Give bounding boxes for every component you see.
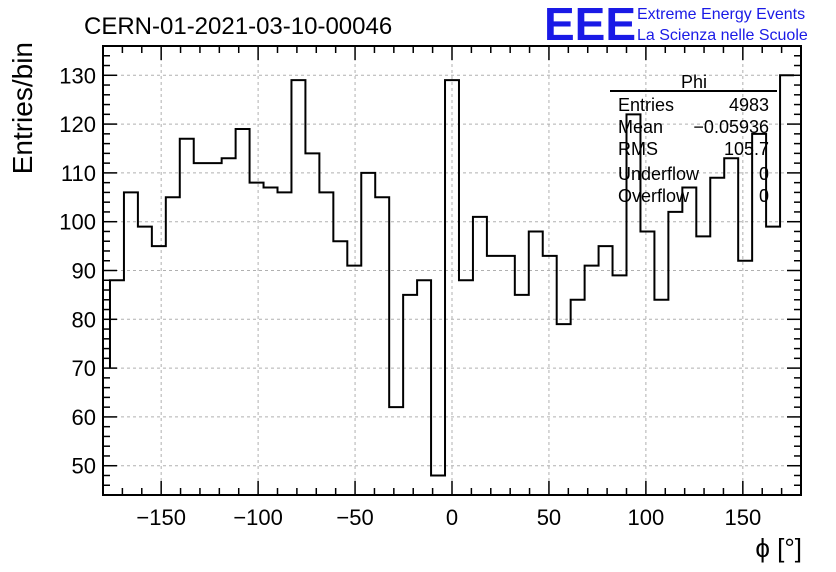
x-tick-label: 50	[537, 505, 561, 530]
stats-label: Overflow	[618, 186, 690, 206]
stats-value: 105.7	[724, 139, 769, 159]
stats-value: 0	[759, 186, 769, 206]
x-axis-label: ϕ [°]	[755, 533, 802, 563]
x-tick-label: 150	[724, 505, 761, 530]
y-tick-label: 70	[72, 356, 96, 381]
eee-logo: EEE Extreme Energy Events La Scienza nel…	[544, 0, 808, 50]
stats-label: Mean	[618, 117, 663, 137]
logo-mark: EEE	[544, 0, 636, 50]
stats-box: Phi Entries 4983 Mean −0.05936 RMS 105.7…	[610, 72, 777, 206]
y-tick-label: 120	[59, 112, 96, 137]
y-tick-label: 130	[59, 63, 96, 88]
stats-label: RMS	[618, 139, 658, 159]
y-tick-label: 60	[72, 405, 96, 430]
grid-lines	[103, 46, 801, 495]
stats-label: Entries	[618, 95, 674, 115]
logo-subtitle-1: Extreme Energy Events	[637, 6, 805, 23]
y-tick-label: 90	[72, 259, 96, 284]
logo-subtitle-2: La Scienza nelle Scuole	[637, 27, 808, 44]
y-axis-ticks: 50 60 70 80 90 100 110 120 130	[59, 55, 801, 486]
x-axis-ticks: −150 −100 −50 0 50 100 150	[102, 46, 802, 530]
x-tick-label: −150	[136, 505, 186, 530]
x-tick-label: 100	[628, 505, 665, 530]
histogram-series	[108, 74, 795, 477]
x-tick-label: −50	[336, 505, 373, 530]
stats-value: 4983	[729, 95, 769, 115]
chart-title: CERN-01-2021-03-10-00046	[84, 13, 392, 40]
x-tick-label: −100	[233, 505, 283, 530]
x-tick-label: 0	[446, 505, 458, 530]
stats-label: Underflow	[618, 164, 700, 184]
y-axis-label: Entries/bin	[7, 42, 38, 174]
stats-title: Phi	[681, 72, 707, 92]
y-tick-label: 110	[61, 161, 96, 186]
stats-value: 0	[759, 164, 769, 184]
y-tick-label: 80	[72, 307, 96, 332]
y-tick-label: 100	[59, 210, 96, 235]
stats-value: −0.05936	[693, 117, 769, 137]
y-tick-label: 50	[72, 454, 96, 479]
